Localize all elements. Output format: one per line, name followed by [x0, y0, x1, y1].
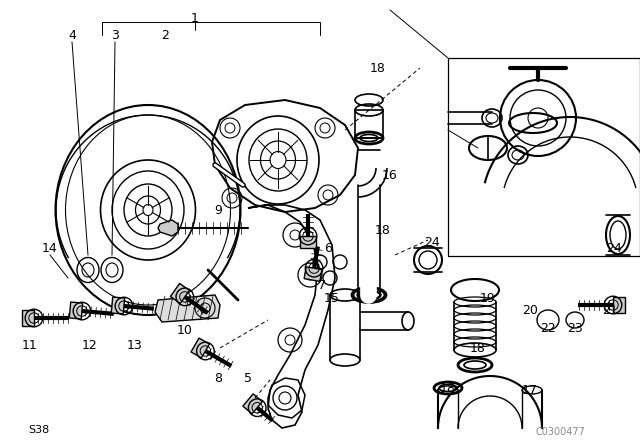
Polygon shape	[158, 220, 178, 236]
Text: 15: 15	[324, 292, 340, 305]
Text: 22: 22	[540, 322, 556, 335]
Text: C0300477: C0300477	[535, 427, 585, 437]
Text: 5: 5	[244, 371, 252, 384]
Text: 13: 13	[127, 339, 143, 352]
Text: 4: 4	[68, 29, 76, 42]
Text: 1: 1	[191, 12, 199, 25]
Text: 20: 20	[522, 303, 538, 316]
Text: 16: 16	[382, 168, 398, 181]
Text: 7: 7	[318, 279, 326, 292]
Polygon shape	[304, 267, 322, 281]
Text: 3: 3	[111, 29, 119, 42]
Text: 14: 14	[42, 241, 58, 254]
Bar	[448, 58, 640, 256]
Text: 6: 6	[324, 241, 332, 254]
Polygon shape	[191, 338, 209, 358]
Text: 8: 8	[214, 371, 222, 384]
Text: 18: 18	[440, 382, 456, 395]
Polygon shape	[69, 302, 83, 319]
Text: 21: 21	[602, 303, 618, 316]
Polygon shape	[170, 284, 189, 303]
Text: 19: 19	[480, 292, 496, 305]
Polygon shape	[243, 394, 262, 414]
Polygon shape	[300, 236, 316, 248]
Text: 17: 17	[522, 383, 538, 396]
Text: 18: 18	[375, 224, 391, 237]
Text: 12: 12	[82, 339, 98, 352]
Polygon shape	[155, 295, 220, 322]
Text: 24: 24	[606, 241, 622, 254]
Text: 9: 9	[214, 203, 222, 216]
Polygon shape	[111, 297, 125, 314]
Polygon shape	[22, 310, 34, 326]
Text: 18: 18	[470, 341, 486, 354]
Text: 10: 10	[177, 323, 193, 336]
Text: 18: 18	[370, 61, 386, 74]
Text: 2: 2	[161, 29, 169, 42]
Text: S38: S38	[28, 425, 49, 435]
Text: 11: 11	[22, 339, 38, 352]
Text: 23: 23	[567, 322, 583, 335]
Text: 24: 24	[424, 236, 440, 249]
Polygon shape	[613, 297, 625, 313]
